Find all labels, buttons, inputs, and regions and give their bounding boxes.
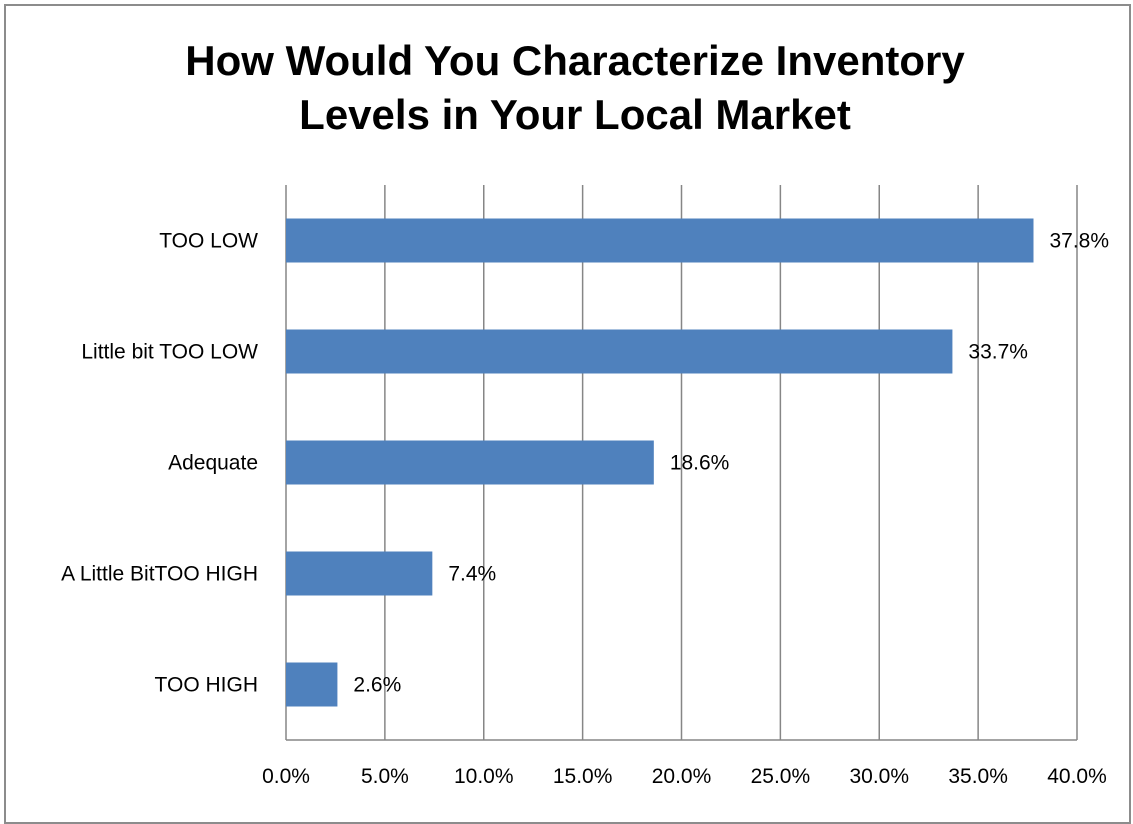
bar bbox=[286, 440, 654, 485]
category-label: TOO LOW bbox=[159, 230, 258, 253]
x-tick-label: 10.0% bbox=[454, 765, 514, 788]
category-label: Adequate bbox=[168, 452, 258, 475]
chart-title-line-1: How Would You Characterize Inventory bbox=[185, 37, 965, 84]
data-label: 33.7% bbox=[968, 341, 1028, 364]
chart-title-line-2: Levels in Your Local Market bbox=[299, 91, 851, 138]
data-label: 37.8% bbox=[1049, 230, 1109, 253]
data-label: 2.6% bbox=[353, 674, 401, 697]
x-tick-label: 25.0% bbox=[751, 765, 811, 788]
category-label: Little bit TOO LOW bbox=[81, 341, 258, 364]
bar bbox=[286, 551, 433, 596]
x-tick-label: 30.0% bbox=[849, 765, 909, 788]
data-label: 7.4% bbox=[448, 563, 496, 586]
bar bbox=[286, 662, 338, 707]
data-label: 18.6% bbox=[670, 452, 730, 475]
x-tick-label: 5.0% bbox=[361, 765, 409, 788]
x-tick-label: 40.0% bbox=[1047, 765, 1107, 788]
chart-title: How Would You Characterize Inventory Lev… bbox=[0, 34, 1133, 142]
x-tick-label: 35.0% bbox=[948, 765, 1008, 788]
x-tick-label: 20.0% bbox=[652, 765, 712, 788]
bar bbox=[286, 329, 953, 374]
category-label: TOO HIGH bbox=[155, 674, 258, 697]
bar bbox=[286, 218, 1034, 263]
x-tick-label: 15.0% bbox=[553, 765, 613, 788]
x-tick-label: 0.0% bbox=[262, 765, 310, 788]
bar-chart: 0.0% 5.0% 10.0% 15.0% 20.0% 25.0% 30.0% 35.0% 40… bbox=[61, 185, 1109, 788]
category-label: A Little BitTOO HIGH bbox=[61, 563, 258, 586]
